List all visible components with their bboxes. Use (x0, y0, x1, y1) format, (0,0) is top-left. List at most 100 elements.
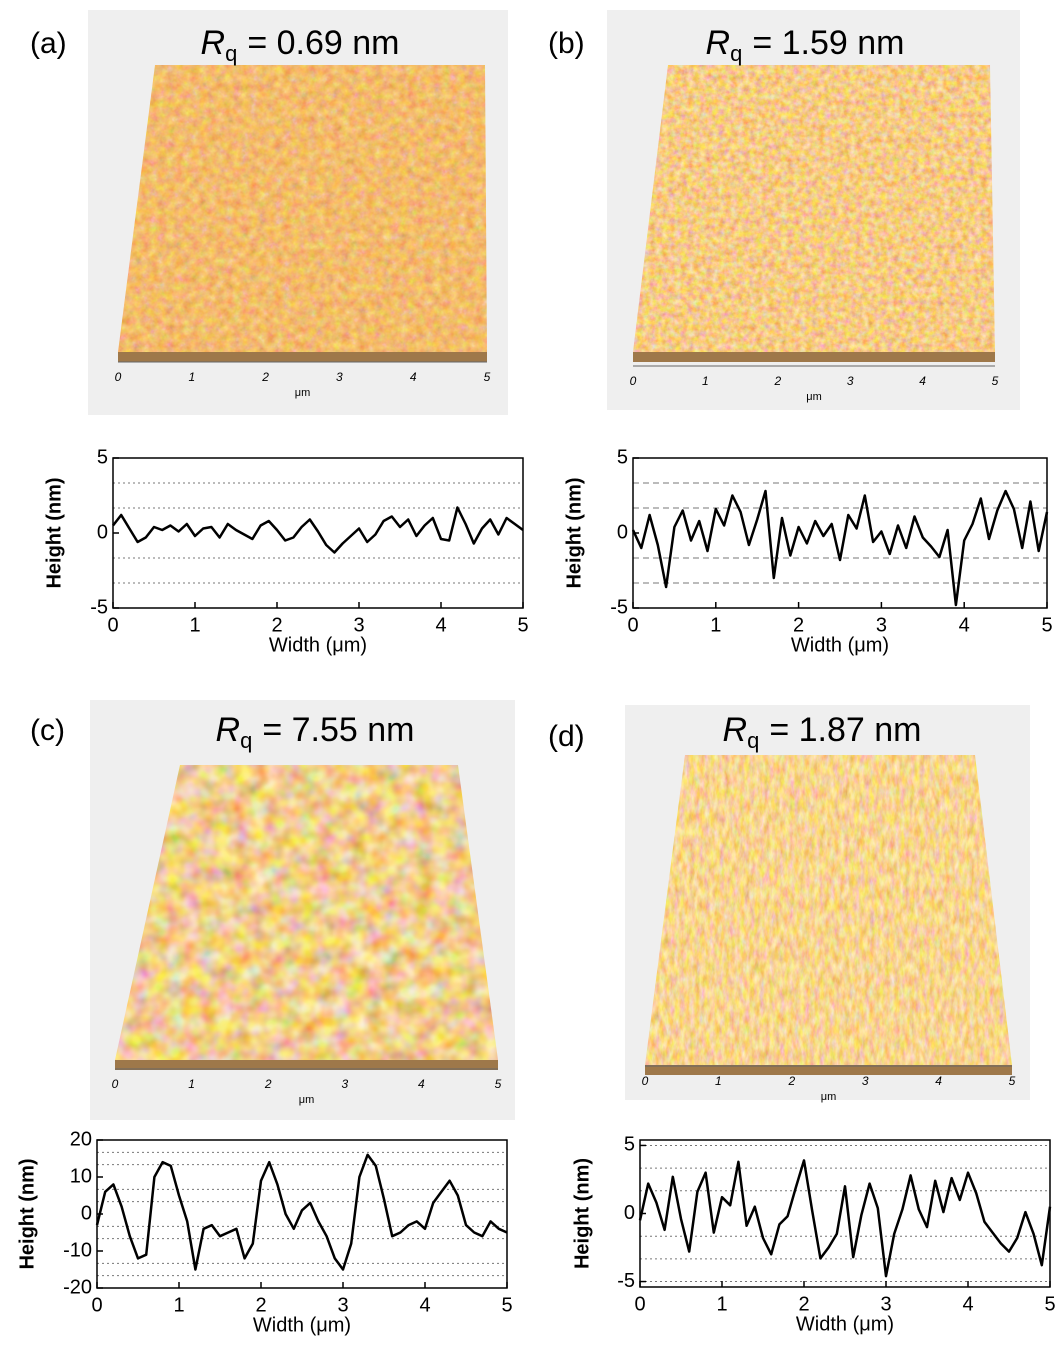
x-tick-label: 4 (962, 1293, 973, 1315)
y-tick-label: 5 (617, 446, 628, 468)
y-tick-label: 5 (624, 1134, 635, 1156)
afm-tick-label: 5 (495, 1077, 502, 1091)
afm-tick-label: 4 (410, 370, 417, 384)
title-symbol: R (706, 24, 731, 62)
title-subscript: q (225, 41, 237, 66)
profile-line (112, 506, 524, 554)
afm-tick-label: 2 (787, 1074, 795, 1088)
afm-edge (633, 352, 995, 362)
afm-tick-label: 1 (188, 1077, 195, 1091)
afm-tick-label: 4 (418, 1077, 425, 1091)
title-text: = 1.59 nm (752, 24, 904, 62)
afm-edge (115, 1060, 498, 1070)
afm-tick-label: 0 (112, 1077, 119, 1091)
x-tick-label: 2 (798, 1293, 809, 1315)
y-axis-label: Height (nm) (563, 477, 585, 588)
x-tick-label: 1 (710, 614, 721, 636)
y-tick-label: 0 (624, 1202, 635, 1224)
afm-tick-label: 1 (715, 1074, 722, 1088)
title-symbol: R (723, 711, 748, 749)
title-text: = 0.69 nm (247, 24, 399, 62)
y-tick-label: 0 (97, 521, 108, 543)
afm-tick-label: 0 (115, 370, 122, 384)
afm-edge (118, 352, 487, 362)
y-tick-label: -10 (63, 1239, 92, 1261)
x-tick-label: 3 (337, 1294, 348, 1316)
y-tick-label: 5 (97, 446, 108, 468)
panel-title: Rq = 1.59 nm (706, 24, 905, 66)
x-tick-label: 0 (634, 1293, 645, 1315)
y-tick-label: 10 (70, 1165, 92, 1187)
x-tick-label: 5 (517, 614, 528, 636)
title-text: = 7.55 nm (262, 711, 414, 749)
profile-line (631, 489, 1049, 607)
panel-label: (c) (30, 714, 65, 747)
x-tick-label: 5 (1044, 1293, 1055, 1315)
x-tick-label: 1 (189, 614, 200, 636)
y-axis-label: Height (nm) (43, 477, 65, 588)
x-axis-label: Width (μm) (269, 634, 367, 656)
x-tick-label: 1 (173, 1294, 184, 1316)
afm-axis-label: μm (299, 1094, 315, 1106)
y-tick-label: 0 (617, 521, 628, 543)
y-tick-label: -5 (90, 596, 108, 618)
afm-tick-label: 2 (264, 1077, 272, 1091)
title-symbol: R (216, 711, 241, 749)
title-subscript: q (730, 41, 742, 66)
title-symbol: R (201, 24, 226, 62)
afm-edge (645, 1065, 1012, 1075)
panel-title: Rq = 1.87 nm (723, 711, 922, 753)
afm-tick-label: 3 (341, 1077, 348, 1091)
afm-tick-label: 2 (261, 370, 269, 384)
x-tick-label: 0 (91, 1294, 102, 1316)
y-tick-label: -5 (610, 596, 628, 618)
panel-title: Rq = 7.55 nm (216, 711, 415, 753)
afm-tick-label: 0 (630, 374, 637, 388)
afm-axis-label: μm (295, 387, 311, 399)
panel-label: (a) (30, 27, 67, 60)
x-tick-label: 5 (1041, 614, 1052, 636)
afm-axis-label: μm (806, 391, 822, 403)
afm-tick-label: 4 (935, 1074, 942, 1088)
x-tick-label: 1 (716, 1293, 727, 1315)
x-tick-label: 2 (271, 614, 282, 636)
afm-tick-label: 5 (1009, 1074, 1016, 1088)
x-axis-label: Width (μm) (796, 1313, 894, 1335)
x-axis-label: Width (μm) (253, 1314, 351, 1336)
y-tick-label: 0 (81, 1202, 92, 1224)
x-axis-label: Width (μm) (791, 634, 889, 656)
afm-tick-label: 1 (188, 370, 195, 384)
afm-tick-label: 1 (702, 374, 709, 388)
afm-tick-label: 0 (642, 1074, 649, 1088)
y-tick-label: -20 (63, 1276, 92, 1298)
afm-tick-label: 5 (484, 370, 491, 384)
x-tick-label: 3 (880, 1293, 891, 1315)
panel-label: (b) (548, 27, 585, 60)
x-tick-label: 4 (419, 1294, 430, 1316)
afm-surface (118, 65, 487, 352)
profile-line (95, 1153, 508, 1271)
plot-frame (96, 1139, 508, 1289)
x-tick-label: 2 (255, 1294, 266, 1316)
y-axis-label: Height (nm) (571, 1158, 593, 1269)
title-text: = 1.87 nm (769, 711, 921, 749)
x-tick-label: 4 (959, 614, 970, 636)
afm-surface (115, 765, 498, 1060)
afm-tick-label: 3 (862, 1074, 869, 1088)
plot-frame (639, 1139, 1051, 1288)
y-tick-label: 20 (70, 1128, 92, 1150)
afm-surface (633, 65, 995, 352)
y-tick-label: -5 (617, 1270, 635, 1292)
profile-line (638, 1159, 1052, 1278)
y-axis-label: Height (nm) (16, 1158, 38, 1269)
x-tick-label: 5 (501, 1294, 512, 1316)
afm-tick-label: 2 (773, 374, 781, 388)
afm-axis-label: μm (821, 1091, 837, 1103)
afm-tick-label: 4 (919, 374, 926, 388)
x-tick-label: 3 (353, 614, 364, 636)
title-subscript: q (747, 728, 759, 753)
afm-tick-label: 5 (992, 374, 999, 388)
x-tick-label: 2 (793, 614, 804, 636)
afm-tick-label: 3 (847, 374, 854, 388)
